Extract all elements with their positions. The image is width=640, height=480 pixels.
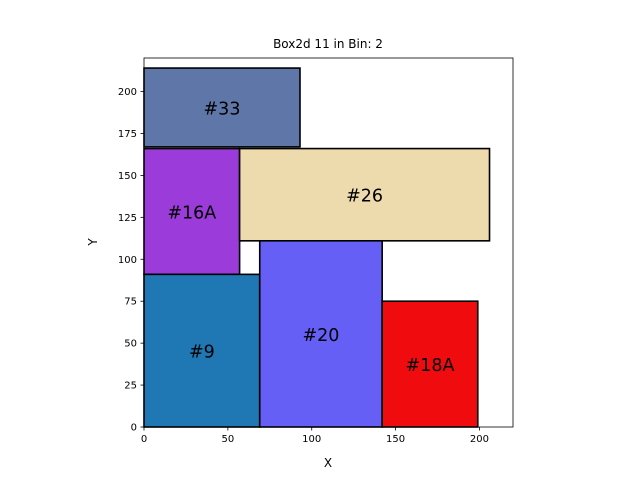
x-tick-label: 50 bbox=[221, 434, 234, 445]
y-tick-label: 200 bbox=[118, 87, 137, 98]
chart-title: Box2d 11 in Bin: 2 bbox=[273, 37, 383, 51]
y-tick-label: 125 bbox=[118, 213, 137, 224]
y-tick-label: 25 bbox=[124, 381, 137, 392]
y-axis-ticks: 0 25 50 75 100 125 150 175 200 bbox=[118, 87, 144, 434]
x-axis-ticks: 0 50 100 150 200 bbox=[141, 427, 489, 445]
box-label: #9 bbox=[189, 343, 215, 363]
box-rect bbox=[143, 67, 301, 148]
box-rect bbox=[238, 147, 491, 242]
plot-frame bbox=[143, 57, 514, 428]
x-tick-label: 0 bbox=[141, 434, 147, 445]
x-tick-label: 100 bbox=[302, 434, 321, 445]
y-tick-label: 50 bbox=[124, 339, 137, 350]
box-label: #33 bbox=[204, 99, 241, 119]
box-rect bbox=[258, 240, 383, 428]
box-rect bbox=[143, 273, 261, 428]
box-rect bbox=[143, 147, 241, 276]
x-tick-label: 150 bbox=[386, 434, 405, 445]
box-rect bbox=[381, 300, 479, 428]
boxes-layer: #33 #16A #26 #9 #20 #18A bbox=[143, 67, 491, 428]
x-axis-label: X bbox=[324, 456, 332, 470]
y-tick-label: 0 bbox=[131, 423, 137, 434]
y-tick-label: 100 bbox=[118, 255, 137, 266]
box-label: #16A bbox=[167, 203, 216, 223]
x-tick-label: 200 bbox=[470, 434, 489, 445]
box-label: #20 bbox=[302, 326, 339, 346]
box-label: #26 bbox=[346, 187, 383, 207]
y-tick-label: 150 bbox=[118, 171, 137, 182]
box-label: #18A bbox=[406, 356, 455, 376]
y-axis-label: Y bbox=[86, 238, 100, 247]
y-tick-label: 75 bbox=[124, 297, 137, 308]
y-tick-label: 175 bbox=[118, 129, 137, 140]
